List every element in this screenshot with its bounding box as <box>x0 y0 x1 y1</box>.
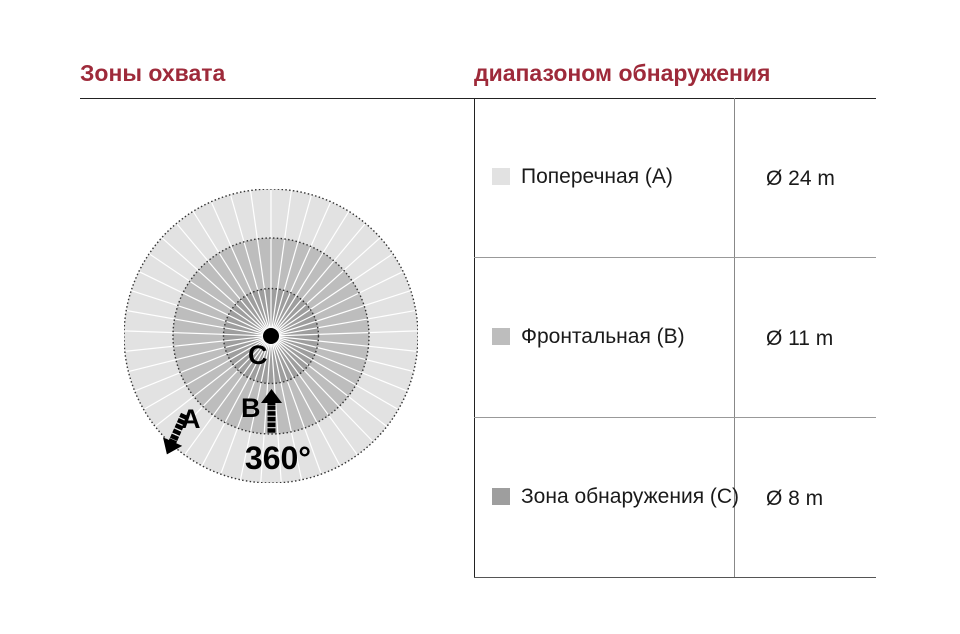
svg-text:A: A <box>181 404 201 434</box>
svg-text:360°: 360° <box>245 440 311 476</box>
svg-text:C: C <box>248 340 268 370</box>
svg-text:B: B <box>241 393 261 423</box>
